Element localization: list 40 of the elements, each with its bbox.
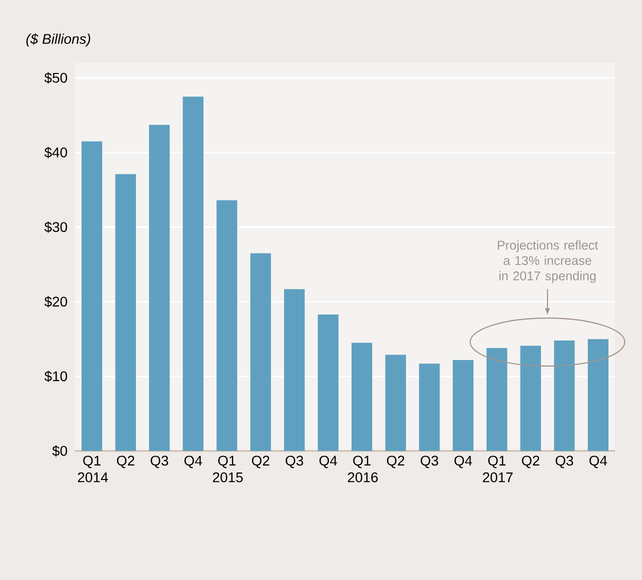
bar xyxy=(588,339,608,451)
y-axis-title: ($ Billions) xyxy=(26,33,90,47)
bar xyxy=(419,364,440,451)
bar xyxy=(149,124,170,451)
x-tick-label: Q4 xyxy=(454,456,472,468)
x-tick-label: Q3 xyxy=(420,456,438,468)
bar xyxy=(284,289,305,451)
bar xyxy=(452,360,474,451)
y-tick-label: $0 xyxy=(52,445,68,457)
bar xyxy=(486,348,508,451)
bar xyxy=(520,346,541,451)
y-tick-label: $30 xyxy=(44,221,68,233)
bar xyxy=(385,354,406,451)
x-tick-label: Q4 xyxy=(184,456,202,468)
x-tick-label: Q3 xyxy=(286,456,304,468)
y-tick-label: $50 xyxy=(44,72,68,84)
x-tick-label: Q2 xyxy=(116,456,134,468)
bar xyxy=(318,314,338,451)
bar xyxy=(182,96,204,451)
x-tick-label: Q1 2014 xyxy=(78,456,108,482)
x-tick-label: Q2 xyxy=(522,456,540,468)
bar xyxy=(216,200,238,451)
bar xyxy=(115,174,136,451)
y-tick-label: $20 xyxy=(44,296,68,308)
x-tick-label: Q1 2016 xyxy=(348,456,378,482)
x-tick-label: Q2 xyxy=(386,456,404,468)
x-tick-label: Q1 2017 xyxy=(482,456,513,482)
x-tick-label: Q2 xyxy=(252,456,270,468)
y-tick-label: $40 xyxy=(44,146,68,158)
bar xyxy=(352,342,372,451)
x-tick-label: Q1 2015 xyxy=(212,456,243,482)
bar xyxy=(250,253,271,451)
x-tick-label: Q4 xyxy=(589,456,608,468)
x-tick-label: Q3 xyxy=(150,456,168,468)
bar xyxy=(82,141,102,451)
annotation: Projections reflect a 13% increase in 2017 spending xyxy=(498,240,598,283)
y-tick-label: $10 xyxy=(44,370,68,382)
x-tick-label: Q4 xyxy=(319,456,338,468)
x-tick-label: Q3 xyxy=(556,456,574,468)
bar xyxy=(554,340,575,451)
